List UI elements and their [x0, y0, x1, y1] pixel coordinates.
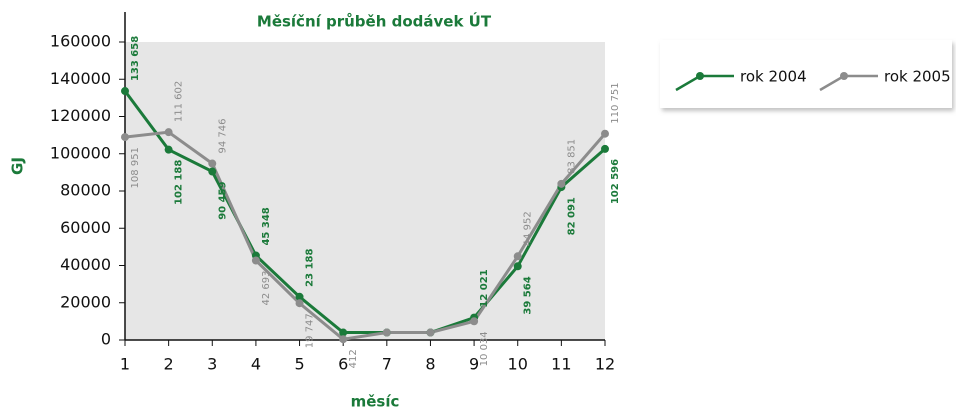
- x-tick-label: 12: [595, 355, 615, 374]
- x-axis-label: měsíc: [351, 393, 400, 409]
- data-point: [557, 179, 566, 188]
- chart-title: Měsíční průběh dodávek ÚT: [257, 12, 492, 31]
- x-tick-label: 2: [164, 355, 174, 374]
- data-label: 10 034: [479, 331, 490, 366]
- data-point: [470, 317, 479, 326]
- data-label: 102 188: [174, 160, 185, 205]
- data-point: [601, 144, 609, 153]
- data-label: 45 348: [261, 207, 272, 245]
- legend-box: [660, 40, 952, 108]
- data-point: [382, 328, 391, 337]
- x-tick-label: 4: [251, 355, 261, 374]
- data-label: 90 459: [217, 181, 228, 219]
- x-tick-label: 10: [508, 355, 528, 374]
- data-point: [251, 256, 260, 265]
- data-label: 412: [348, 349, 359, 368]
- data-point: [121, 87, 129, 96]
- y-tick-label: 40000: [60, 255, 111, 274]
- series-line: [124, 130, 607, 341]
- y-tick-label: 160000: [50, 32, 111, 51]
- data-point: [121, 133, 129, 142]
- data-point: [295, 299, 304, 308]
- y-tick-label: 120000: [50, 106, 111, 125]
- data-label: 39 564: [523, 276, 534, 314]
- x-tick-label: 3: [207, 355, 217, 374]
- data-label: 12 021: [479, 269, 490, 307]
- data-label: 19 747: [305, 313, 316, 348]
- series-line: [123, 90, 606, 335]
- data-point: [339, 328, 348, 337]
- legend-marker: [696, 72, 704, 80]
- data-label: 82 091: [566, 197, 577, 235]
- y-tick-label: 0: [101, 330, 111, 349]
- data-point: [513, 252, 522, 261]
- x-tick-label: 11: [551, 355, 571, 374]
- y-tick-label: 140000: [50, 69, 111, 88]
- data-label: 133 658: [130, 36, 141, 81]
- data-label: 111 602: [174, 81, 185, 122]
- x-tick-label: 6: [338, 355, 348, 374]
- y-tick-label: 20000: [60, 292, 111, 311]
- x-tick-label: 9: [469, 355, 479, 374]
- y-tick-label: 100000: [50, 143, 111, 162]
- data-point: [339, 335, 348, 344]
- data-label: 94 746: [217, 119, 228, 154]
- data-label: 108 951: [130, 147, 141, 188]
- y-tick-label: 60000: [60, 218, 111, 237]
- x-tick-label: 8: [425, 355, 435, 374]
- data-point: [513, 262, 522, 271]
- legend-label: rok 2005: [884, 68, 951, 86]
- plot-area: [125, 42, 605, 340]
- data-label: 110 751: [610, 82, 621, 123]
- legend-marker: [840, 72, 848, 80]
- y-tick-label: 80000: [60, 181, 111, 200]
- data-point: [601, 129, 609, 138]
- x-tick-label: 5: [294, 355, 304, 374]
- x-tick-label: 7: [382, 355, 392, 374]
- data-label: 42 693: [261, 270, 272, 305]
- data-point: [295, 292, 304, 301]
- data-point: [208, 159, 217, 168]
- data-point: [208, 167, 217, 176]
- y-axis-label: GJ: [9, 157, 27, 175]
- data-label: 102 596: [610, 159, 621, 204]
- legend-label: rok 2004: [740, 68, 807, 86]
- data-point: [164, 145, 173, 154]
- data-label: 83 851: [566, 139, 577, 174]
- data-point: [164, 128, 173, 137]
- x-tick-label: 1: [120, 355, 130, 374]
- data-label: 44 952: [523, 211, 534, 246]
- data-label: 23 188: [305, 248, 316, 286]
- data-point: [426, 328, 435, 337]
